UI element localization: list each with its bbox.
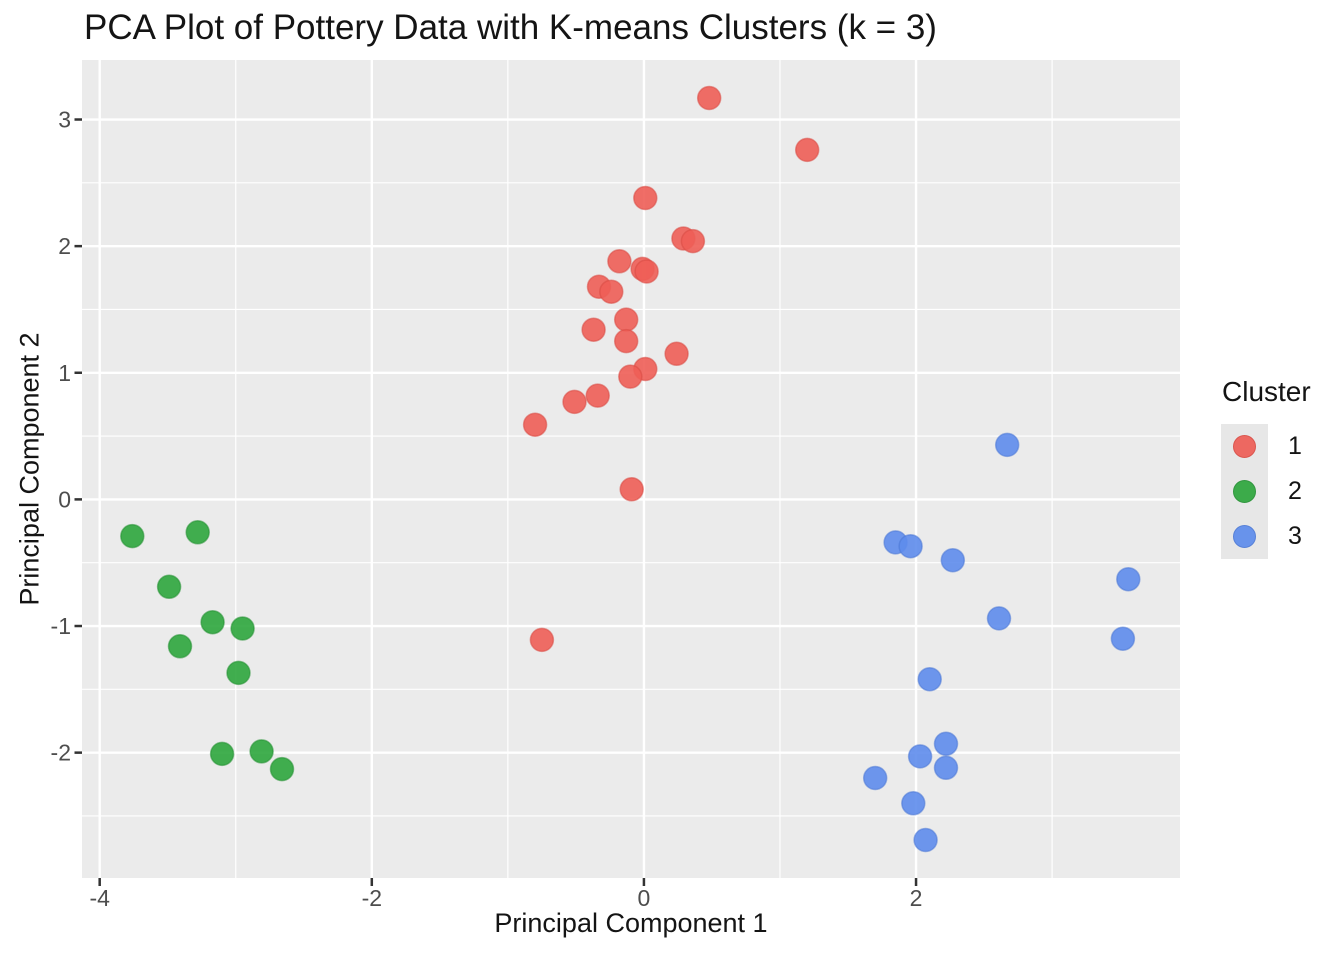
data-point-cluster-2: [269, 756, 295, 782]
legend-entry-1: 1: [1221, 424, 1341, 469]
y-tick-label: 0: [58, 486, 71, 512]
data-point-cluster-1: [618, 364, 643, 389]
data-point-cluster-2: [209, 741, 235, 767]
data-point-cluster-1: [619, 477, 644, 502]
data-point-cluster-3: [862, 765, 888, 791]
legend-entry-3: 3: [1221, 514, 1341, 559]
legend-key-swatch: [1221, 514, 1268, 559]
chart-title: PCA Plot of Pottery Data with K-means Cl…: [84, 8, 937, 47]
legend-label: 2: [1288, 477, 1302, 505]
y-tick-label: -1: [51, 613, 71, 639]
data-point-cluster-1: [529, 627, 555, 653]
x-tick-label: 2: [910, 885, 923, 911]
x-tick-label: -2: [362, 885, 382, 911]
data-point-cluster-1: [599, 279, 624, 304]
data-point-cluster-1: [562, 389, 587, 415]
data-point-cluster-3: [933, 755, 959, 781]
data-point-cluster-1: [680, 228, 706, 254]
data-point-cluster-1: [664, 341, 689, 367]
legend-dot-icon: [1233, 525, 1256, 548]
x-tick-label: 0: [638, 885, 651, 911]
y-tick-label: 3: [58, 107, 71, 133]
data-point-cluster-2: [156, 574, 182, 600]
data-point-cluster-3: [994, 432, 1020, 458]
data-point-cluster-2: [226, 660, 251, 686]
data-point-cluster-3: [986, 606, 1012, 631]
data-point-cluster-1: [607, 249, 632, 274]
y-tick-label: -2: [51, 740, 71, 766]
x-axis-title: Principal Component 1: [494, 908, 768, 938]
legend-entry-2: 2: [1221, 469, 1341, 514]
data-point-cluster-3: [940, 547, 966, 573]
data-point-cluster-3: [913, 827, 938, 853]
legend-title: Cluster: [1222, 376, 1311, 407]
data-point-cluster-2: [200, 609, 225, 635]
legend: Cluster 1 2 3: [1221, 376, 1341, 559]
data-point-cluster-1: [613, 328, 639, 354]
data-point-cluster-1: [696, 85, 722, 111]
x-tick-label: -4: [89, 885, 110, 911]
legend-label: 1: [1288, 432, 1302, 460]
data-point-cluster-1: [585, 383, 610, 408]
data-point-cluster-2: [230, 616, 255, 641]
data-point-cluster-3: [1116, 566, 1141, 592]
y-tick-label: 2: [58, 233, 71, 259]
data-point-cluster-1: [634, 259, 659, 284]
y-axis-title: Principal Component 2: [14, 332, 45, 606]
data-point-cluster-3: [898, 533, 923, 559]
data-point-cluster-1: [581, 317, 606, 342]
data-point-cluster-3: [917, 666, 942, 692]
legend-keys: 1 2 3: [1221, 424, 1341, 559]
legend-dot-icon: [1233, 435, 1256, 458]
data-point-cluster-3: [933, 731, 959, 757]
data-point-cluster-3: [907, 744, 933, 769]
legend-key-swatch: [1221, 424, 1268, 469]
data-point-cluster-2: [185, 520, 210, 545]
data-point-cluster-1: [633, 185, 658, 211]
legend-key-swatch: [1221, 469, 1268, 514]
data-point-cluster-1: [522, 412, 548, 437]
legend-dot-icon: [1233, 480, 1256, 503]
data-point-cluster-2: [167, 634, 193, 659]
data-point-cluster-2: [120, 523, 145, 549]
legend-label: 3: [1288, 522, 1302, 550]
data-point-cluster-2: [249, 739, 274, 764]
data-point-cluster-3: [901, 791, 926, 816]
data-point-cluster-1: [613, 307, 639, 332]
data-point-cluster-1: [794, 137, 820, 163]
data-point-cluster-3: [1110, 626, 1136, 651]
y-tick-label: 1: [58, 360, 71, 386]
